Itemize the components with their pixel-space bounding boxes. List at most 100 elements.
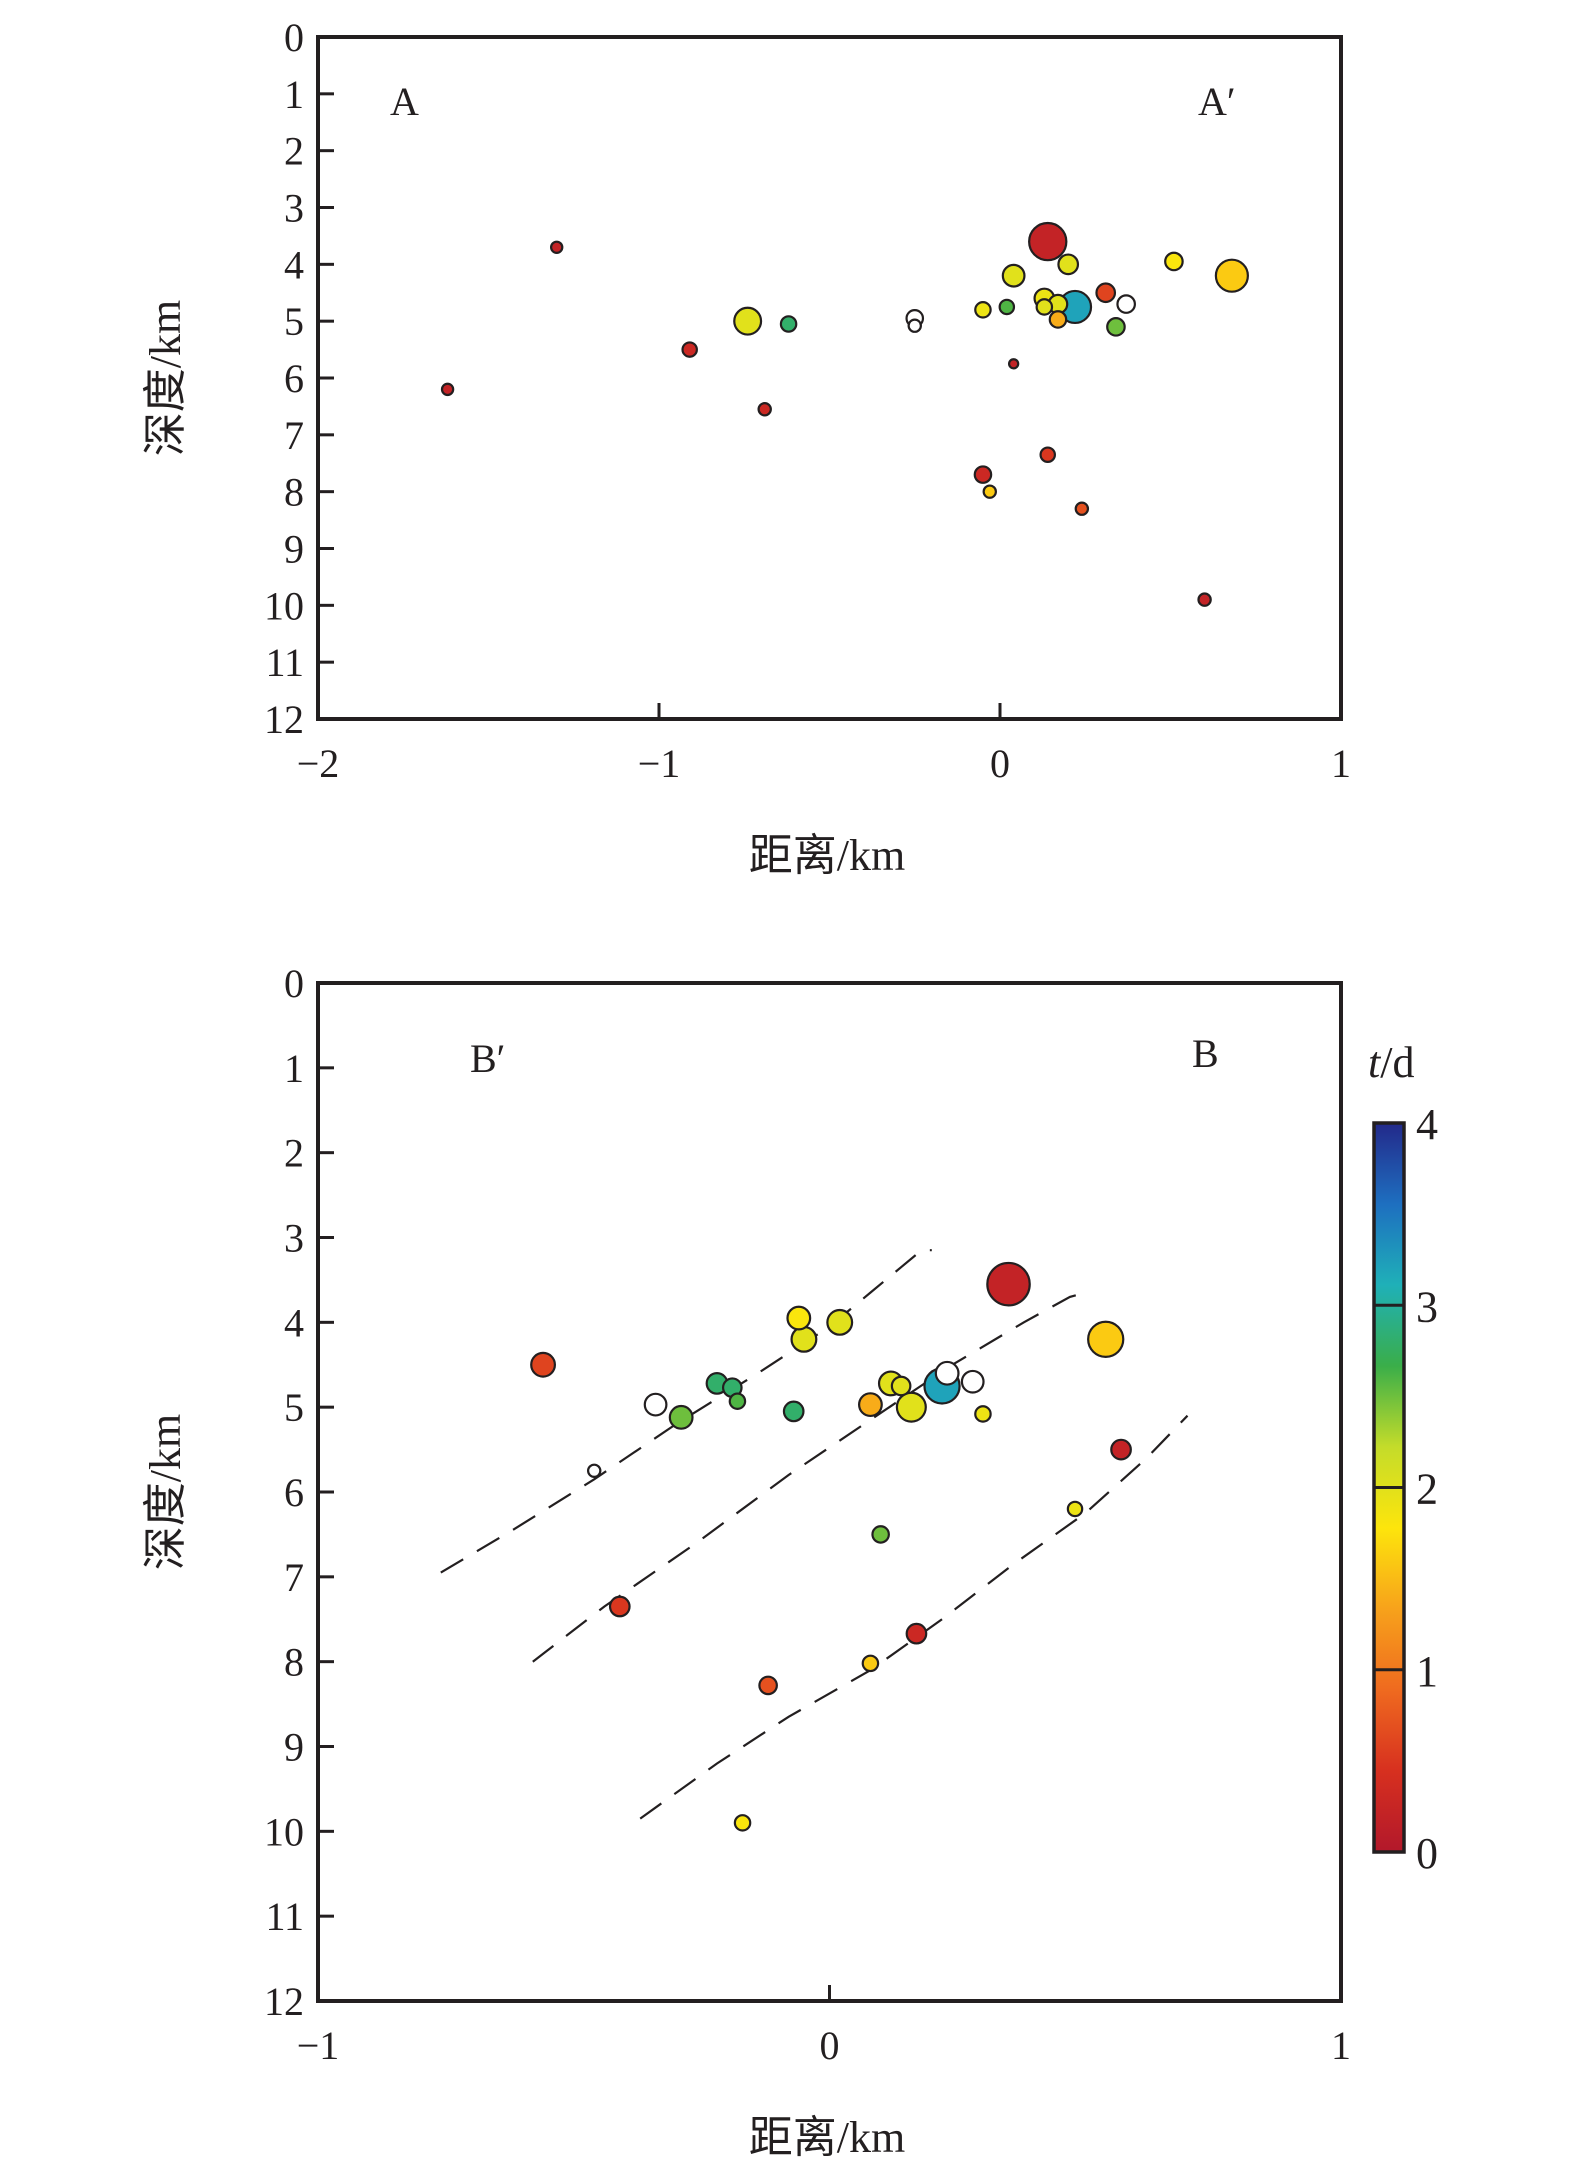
colorbar-ticks-layer: 0 1 2 3 4 xyxy=(1374,1100,1438,1878)
earthquake-point xyxy=(779,315,798,333)
top-y-tick-label: 3 xyxy=(284,186,304,231)
top-y-tick-label: 2 xyxy=(284,129,304,174)
bottom-y-axis-title: 深度/km xyxy=(141,1414,190,1570)
earthquake-point xyxy=(728,1392,747,1411)
bottom-points-layer xyxy=(530,1261,1132,1832)
colorbar-title-unit: /d xyxy=(1380,1038,1414,1087)
earthquake-point xyxy=(890,1375,912,1397)
earthquake-point xyxy=(986,1261,1031,1307)
top-y-tick-label: 7 xyxy=(284,413,304,458)
earthquake-point xyxy=(1164,251,1184,272)
earthquake-point xyxy=(1197,592,1212,607)
top-y-tick-label: 12 xyxy=(264,697,304,742)
top-plot-frame xyxy=(316,35,1343,721)
bottom-y-tick-label: 0 xyxy=(284,961,304,1006)
earthquake-point xyxy=(973,465,993,484)
bottom-corner-label-right: B xyxy=(1192,1031,1219,1076)
earthquake-point xyxy=(1039,446,1056,463)
bottom-y-tick-label: 10 xyxy=(264,1809,304,1854)
earthquake-point xyxy=(857,1392,883,1418)
colorbar-tick-label: 1 xyxy=(1416,1647,1438,1696)
earthquake-point xyxy=(1074,501,1090,516)
earthquake-point xyxy=(1066,1500,1084,1518)
earthquake-point xyxy=(586,1463,602,1479)
colorbar-tick-label: 2 xyxy=(1416,1465,1438,1514)
earthquake-point xyxy=(550,240,564,254)
top-x-tick-label: 0 xyxy=(990,741,1010,786)
earthquake-point xyxy=(871,1525,890,1544)
fault-line xyxy=(440,1249,932,1574)
bottom-y-tick-label: 3 xyxy=(284,1216,304,1261)
earthquake-point xyxy=(1007,358,1020,370)
earthquake-point xyxy=(1035,298,1054,316)
top-corner-label-left: A xyxy=(390,79,419,124)
bottom-y-tick-label: 11 xyxy=(265,1894,304,1939)
bottom-y-tick-label: 5 xyxy=(284,1385,304,1430)
earthquake-point xyxy=(1116,294,1136,314)
bottom-y-tick-label: 7 xyxy=(284,1555,304,1600)
bottom-y-tick-label: 6 xyxy=(284,1470,304,1515)
earthquake-point xyxy=(757,402,772,417)
earthquake-point xyxy=(440,382,455,397)
top-y-axis-title: 深度/km xyxy=(141,300,190,456)
bottom-plot-frame xyxy=(316,981,1343,2003)
earthquake-point xyxy=(1110,1438,1132,1461)
bottom-y-tick-label: 4 xyxy=(284,1300,304,1345)
earthquake-point xyxy=(998,298,1016,316)
earthquake-point xyxy=(681,341,698,358)
top-points-layer xyxy=(440,221,1249,607)
earthquake-point xyxy=(934,1360,960,1386)
earthquake-point xyxy=(790,1325,818,1353)
bottom-y-tick-label: 9 xyxy=(284,1725,304,1770)
bottom-x-tick-label: 0 xyxy=(820,2023,840,2068)
colorbar: 0 1 2 3 4 t/d xyxy=(1368,1038,1438,1878)
top-y-tick-label: 5 xyxy=(284,299,304,344)
earthquake-point xyxy=(960,1369,985,1394)
earthquake-point xyxy=(861,1654,880,1673)
earthquake-point xyxy=(733,1814,752,1832)
bottom-y-tick-label: 12 xyxy=(264,1979,304,2024)
earthquake-point xyxy=(733,306,763,336)
bottom-x-tick-label: 1 xyxy=(1331,2023,1351,2068)
colorbar-title: t/d xyxy=(1368,1038,1414,1087)
earthquake-point xyxy=(758,1675,778,1696)
colorbar-tick-label: 0 xyxy=(1416,1829,1438,1878)
earthquake-point xyxy=(786,1305,812,1331)
top-x-tick-label: 1 xyxy=(1331,741,1351,786)
bottom-corner-label-left: B′ xyxy=(470,1036,505,1081)
earthquake-point xyxy=(530,1351,556,1378)
earthquake-point xyxy=(1028,221,1068,262)
top-y-tick-label: 9 xyxy=(284,527,304,572)
bottom-y-tick-label: 2 xyxy=(284,1131,304,1176)
earthquake-point xyxy=(895,1391,927,1423)
top-y-tick-label: 4 xyxy=(284,242,304,287)
earthquake-point xyxy=(907,318,922,333)
earthquake-point xyxy=(974,301,992,319)
earthquake-point xyxy=(974,1405,992,1423)
earthquake-point xyxy=(1106,317,1126,337)
colorbar-tick-label: 4 xyxy=(1416,1100,1438,1149)
earthquake-point xyxy=(782,1400,805,1423)
top-corner-label-right: A′ xyxy=(1198,79,1236,124)
bottom-y-tick-label: 1 xyxy=(284,1046,304,1091)
bottom-x-tick-label: −1 xyxy=(297,2023,340,2068)
earthquake-point xyxy=(826,1308,854,1336)
fault-lines-layer xyxy=(440,1249,1189,1820)
earthquake-point xyxy=(608,1595,631,1618)
top-x-tick-label: −2 xyxy=(297,741,340,786)
earthquake-point xyxy=(1001,263,1026,288)
earthquake-point xyxy=(1214,258,1249,293)
earthquake-point xyxy=(1057,253,1080,276)
earthquake-point xyxy=(1087,1320,1125,1358)
top-x-axis-title: 距离/km xyxy=(749,831,905,880)
top-y-tick-label: 6 xyxy=(284,356,304,401)
top-y-tick-label: 1 xyxy=(284,72,304,117)
earthquake-point xyxy=(905,1622,928,1645)
top-y-tick-label: 10 xyxy=(264,583,304,628)
earthquake-point xyxy=(1048,310,1068,329)
bottom-y-tick-label: 8 xyxy=(284,1640,304,1685)
top-y-tick-label: 11 xyxy=(265,640,304,685)
